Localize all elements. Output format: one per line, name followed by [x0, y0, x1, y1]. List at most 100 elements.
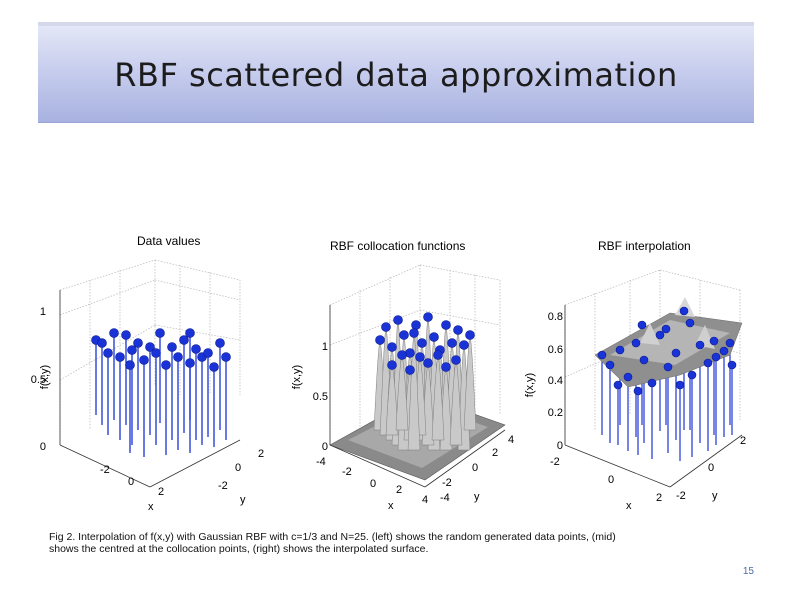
mid-y-tick-4: 4 — [508, 434, 514, 446]
figure-caption: Fig 2. Interpolation of f(x,y) with Gaus… — [49, 531, 739, 555]
mid-y-tick-neg2: -2 — [442, 477, 452, 489]
right-z-tick-04: 0.4 — [548, 375, 563, 387]
right-z-tick-08: 0.8 — [548, 311, 563, 323]
center-point — [447, 338, 457, 348]
right-z-tick-06: 0.6 — [548, 344, 563, 356]
data-point — [97, 338, 107, 348]
data-point — [203, 348, 213, 358]
mid-z-tick-0: 0 — [322, 441, 328, 453]
center-point — [453, 325, 463, 335]
mid-y-label: y — [474, 491, 480, 503]
left-z-tick-0: 0 — [40, 441, 46, 453]
center-point — [451, 355, 461, 365]
right-z-tick-0: 0 — [557, 440, 563, 452]
mid-y-tick-0: 0 — [472, 462, 478, 474]
figure-panel: Data values 1 0.5 0 f(x,y) -2 0 2 x -2 0… — [30, 225, 756, 590]
left-x-tick-neg2: -2 — [100, 464, 110, 476]
center-point — [381, 322, 391, 332]
data-point — [191, 344, 201, 354]
right-x-tick-2: 2 — [656, 492, 662, 504]
data-point — [633, 386, 643, 396]
center-point — [415, 352, 425, 362]
mid-x-tick-4: 4 — [422, 494, 428, 506]
plot-data-values: Data values 1 0.5 0 f(x,y) -2 0 2 x -2 0… — [31, 234, 264, 513]
data-point — [725, 338, 735, 348]
center-point — [397, 350, 407, 360]
right-x-tick-0: 0 — [608, 474, 614, 486]
data-point — [687, 370, 697, 380]
right-y-tick-0: 0 — [708, 462, 714, 474]
data-point — [155, 328, 165, 338]
banner-top-strip — [38, 22, 754, 26]
data-point — [655, 330, 665, 340]
mid-y-tick-2: 2 — [492, 447, 498, 459]
mid-z-tick-1: 1 — [322, 341, 328, 353]
data-point — [215, 338, 225, 348]
data-point — [647, 378, 657, 388]
center-point — [411, 320, 421, 330]
right-plot-title: RBF interpolation — [598, 239, 691, 253]
mid-x-tick-neg2: -2 — [342, 466, 352, 478]
right-z-tick-02: 0.2 — [548, 407, 563, 419]
page-number: 15 — [742, 566, 754, 577]
data-point — [179, 335, 189, 345]
center-point — [441, 320, 451, 330]
center-point — [405, 348, 415, 358]
right-z-label: f(x,y) — [524, 373, 536, 397]
data-point — [161, 360, 171, 370]
data-point — [679, 306, 689, 316]
mid-gaussian-peaks — [373, 312, 477, 451]
data-point — [623, 372, 633, 382]
data-point — [139, 355, 149, 365]
center-point — [405, 365, 415, 375]
center-point — [399, 330, 409, 340]
data-point — [597, 350, 607, 360]
left-z-tick-1: 1 — [40, 306, 46, 318]
title-banner: RBF scattered data approximation — [38, 22, 754, 122]
data-point — [703, 358, 713, 368]
right-surface — [594, 297, 743, 388]
center-point — [387, 360, 397, 370]
left-y-tick-neg2: -2 — [218, 480, 228, 492]
center-point — [387, 342, 397, 352]
data-point — [719, 346, 729, 356]
mid-floor-axes — [329, 305, 506, 488]
mid-y-tick-neg4: -4 — [440, 492, 450, 504]
figure-plots: Data values 1 0.5 0 f(x,y) -2 0 2 x -2 0… — [31, 234, 746, 513]
right-floor-axes — [564, 305, 743, 488]
center-point — [441, 362, 451, 372]
data-point — [173, 352, 183, 362]
data-point — [639, 355, 649, 365]
data-point — [125, 360, 135, 370]
data-point — [711, 352, 721, 362]
data-point — [709, 336, 719, 346]
right-y-tick-2: 2 — [740, 435, 746, 447]
center-point — [459, 340, 469, 350]
center-point — [375, 335, 385, 345]
data-point — [727, 360, 737, 370]
data-point — [675, 380, 685, 390]
left-y-tick-2: 2 — [258, 448, 264, 460]
left-floor-axes — [59, 290, 241, 488]
caption-line-2: shows the centred at the collocation poi… — [49, 543, 429, 555]
right-x-tick-neg2: -2 — [550, 456, 560, 468]
center-point — [465, 330, 475, 340]
left-y-label: y — [240, 494, 246, 506]
data-point — [127, 345, 137, 355]
data-point — [121, 330, 131, 340]
caption-line-1: Fig 2. Interpolation of f(x,y) with Gaus… — [49, 531, 616, 543]
data-point — [145, 342, 155, 352]
left-x-label: x — [148, 501, 154, 513]
data-point — [151, 348, 161, 358]
data-point — [185, 328, 195, 338]
mid-x-tick-neg4: -4 — [316, 456, 326, 468]
center-point — [433, 350, 443, 360]
center-point — [423, 312, 433, 322]
center-point — [417, 338, 427, 348]
left-x-tick-0: 0 — [128, 476, 134, 488]
right-y-tick-neg2: -2 — [676, 490, 686, 502]
data-point — [221, 352, 231, 362]
data-point — [661, 324, 671, 334]
center-point — [409, 328, 419, 338]
left-y-tick-0: 0 — [235, 462, 241, 474]
